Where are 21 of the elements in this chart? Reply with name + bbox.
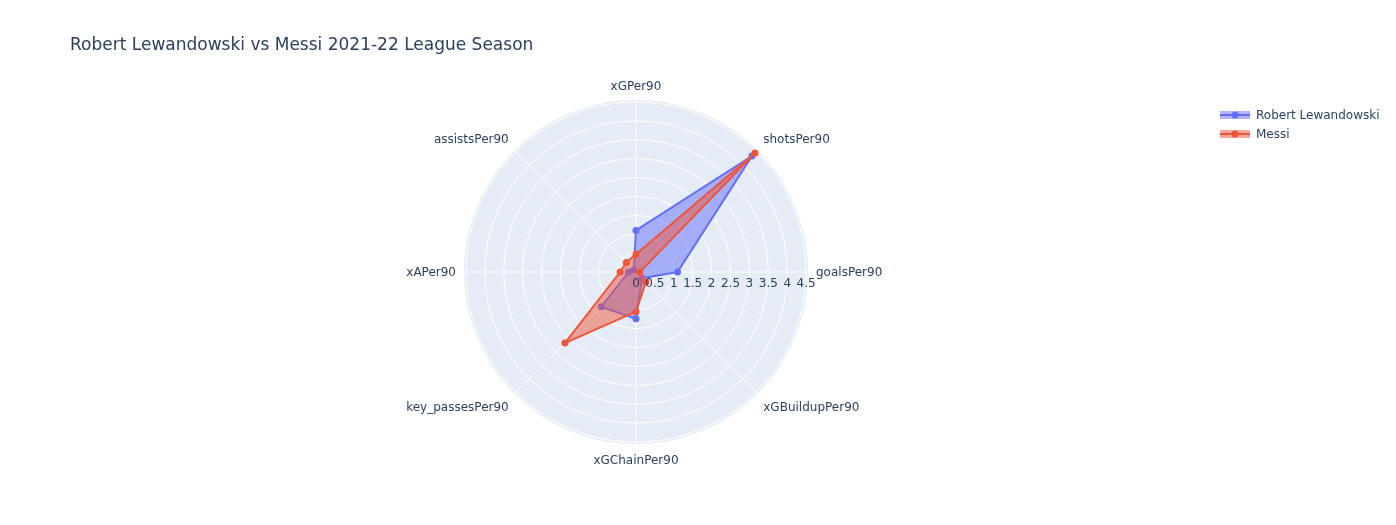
- y-tick-label: 1.5: [683, 276, 703, 290]
- y-tick-label: 4.5: [796, 276, 816, 290]
- spoke-label: xGPer90: [610, 79, 662, 93]
- y-tick-label: 2: [707, 276, 716, 290]
- chart-title: Robert Lewandowski vs Messi 2021-22 League Season: [70, 34, 534, 54]
- spoke-label: assistsPer90: [433, 131, 509, 146]
- spoke-label: goalsPer90: [816, 265, 883, 279]
- y-tick-label: 2.5: [720, 276, 741, 290]
- legend-label: Messi: [1256, 127, 1290, 141]
- y-tick-label: 3: [745, 276, 754, 290]
- y-tick-label: 0.5: [645, 276, 665, 290]
- legend-label: Robert Lewandowski: [1256, 108, 1380, 122]
- spoke-label: xGBuildupPer90: [763, 400, 860, 415]
- y-tick-label: 1: [669, 276, 678, 290]
- y-tick-label: 3.5: [758, 276, 778, 290]
- spoke-label: key_passesPer90: [406, 400, 509, 415]
- y-tick-label: 0: [632, 276, 640, 290]
- spoke-label: shotsPer90: [763, 131, 830, 146]
- spoke-label: xAPer90: [406, 265, 456, 279]
- spoke-label: xGChainPer90: [593, 453, 679, 467]
- y-tick-label: 4: [783, 276, 792, 290]
